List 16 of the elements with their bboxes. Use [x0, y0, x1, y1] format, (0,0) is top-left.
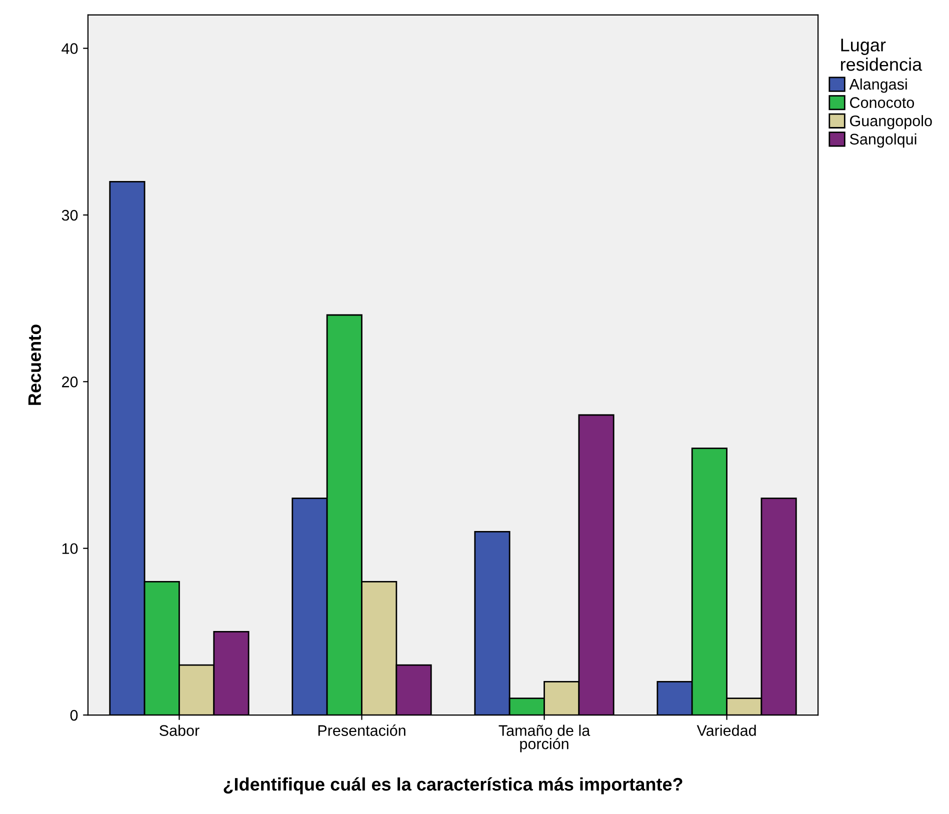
legend-title: Lugar residencia: [841, 38, 922, 71]
x-tick-label: Presentación: [318, 724, 406, 736]
legend-label: Conocoto: [850, 97, 914, 108]
x-tick-label: Variedad: [696, 724, 756, 736]
y-tick-label: 30: [62, 210, 78, 221]
y-tick-label: 0: [70, 710, 78, 721]
legend-label: Sangolqui: [850, 133, 916, 148]
legend-label: Guangopolo: [850, 115, 932, 130]
x-axis-title: ¿Identifique cuál es la característica más importante?: [224, 777, 682, 794]
x-tick-label: Tamaño de la porción: [498, 724, 590, 752]
x-tick-label: Sabor: [160, 724, 200, 736]
legend-label: Alangasi: [849, 78, 907, 93]
y-axis-title: Recuento: [28, 324, 42, 405]
y-tick-label: 10: [62, 543, 78, 554]
y-tick-label: 20: [62, 376, 78, 388]
y-tick-label: 40: [62, 43, 78, 54]
